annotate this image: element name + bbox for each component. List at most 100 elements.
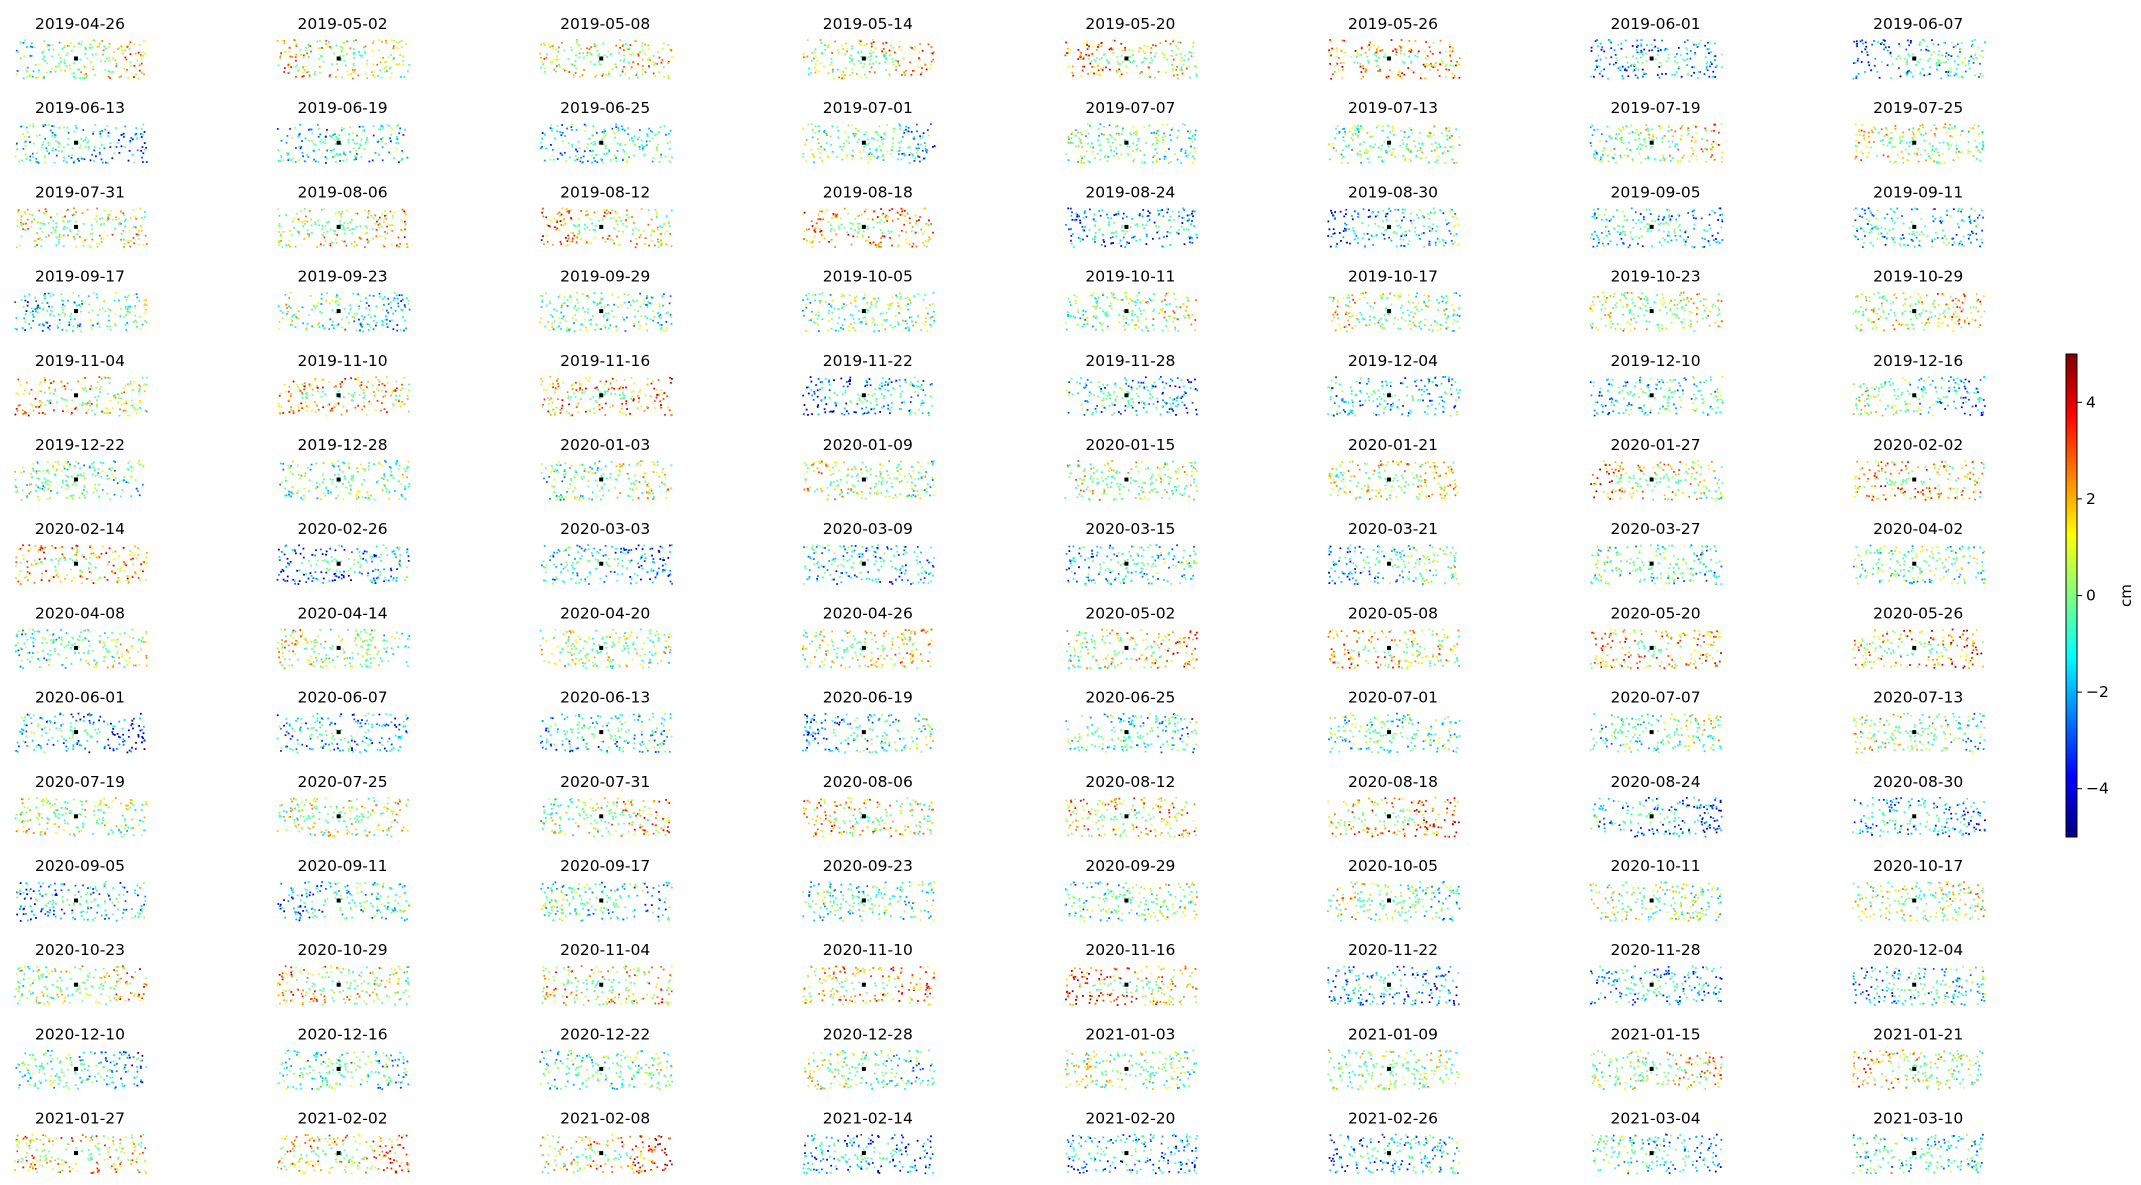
scatter-point bbox=[1624, 69, 1626, 71]
scatter-point bbox=[904, 128, 907, 131]
scatter-point bbox=[134, 306, 137, 309]
scatter-point bbox=[1940, 221, 1943, 224]
panel-scatter-points bbox=[276, 39, 411, 80]
scatter-point bbox=[1087, 123, 1089, 126]
scatter-point bbox=[808, 67, 810, 70]
scatter-point bbox=[578, 56, 581, 59]
scatter-point bbox=[81, 303, 83, 305]
scatter-point bbox=[1153, 131, 1155, 134]
scatter-point bbox=[381, 324, 384, 326]
scatter-point bbox=[388, 151, 390, 154]
scatter-point bbox=[364, 225, 367, 228]
scatter-point bbox=[1645, 124, 1648, 126]
scatter-point bbox=[1708, 241, 1710, 244]
scatter-point bbox=[58, 241, 60, 244]
scatter-point bbox=[836, 216, 839, 219]
scatter-point bbox=[352, 315, 355, 318]
scatter-point bbox=[1394, 48, 1397, 51]
scatter-point bbox=[335, 296, 338, 298]
scatter-point bbox=[1116, 125, 1119, 127]
scatter-point bbox=[328, 302, 331, 305]
scatter-point bbox=[611, 127, 614, 130]
scatter-point bbox=[1961, 243, 1963, 246]
scatter-point bbox=[1357, 128, 1360, 130]
scatter-point bbox=[810, 59, 813, 62]
scatter-point bbox=[395, 63, 398, 66]
scatter-point bbox=[22, 77, 25, 80]
scatter-point bbox=[16, 70, 19, 72]
scatter-point bbox=[1653, 158, 1656, 161]
scatter-point bbox=[383, 295, 386, 298]
scatter-point bbox=[1959, 133, 1962, 136]
scatter-point bbox=[1852, 225, 1855, 227]
scatter-point bbox=[1916, 153, 1919, 156]
scatter-point bbox=[869, 152, 871, 154]
scatter-point bbox=[1920, 49, 1923, 51]
panel-scatter-points bbox=[1327, 207, 1460, 248]
scatter-point bbox=[618, 216, 621, 219]
scatter-point bbox=[1188, 237, 1191, 240]
scatter-point bbox=[75, 211, 77, 213]
scatter-point bbox=[143, 142, 146, 144]
scatter-point bbox=[319, 71, 321, 74]
scatter-point bbox=[42, 307, 45, 310]
scatter-point bbox=[405, 297, 408, 299]
scatter-point bbox=[932, 58, 935, 61]
scatter-point bbox=[1428, 161, 1430, 164]
scatter-point bbox=[1327, 235, 1330, 237]
scatter-point bbox=[1618, 133, 1620, 135]
scatter-point bbox=[359, 143, 361, 146]
scatter-point bbox=[612, 216, 615, 219]
scatter-point bbox=[850, 154, 853, 157]
scatter-point bbox=[1658, 223, 1661, 226]
scatter-point bbox=[139, 53, 142, 56]
scatter-point bbox=[1450, 60, 1453, 62]
scatter-point bbox=[1605, 56, 1607, 59]
scatter-point bbox=[44, 161, 47, 164]
scatter-point bbox=[360, 322, 362, 325]
scatter-point bbox=[1880, 226, 1883, 229]
scatter-point bbox=[1593, 129, 1596, 131]
scatter-point bbox=[1332, 147, 1335, 149]
scatter-point bbox=[135, 233, 138, 235]
scatter-point bbox=[1189, 236, 1192, 239]
scatter-point bbox=[89, 233, 92, 235]
scatter-point bbox=[56, 213, 59, 216]
scatter-point bbox=[62, 160, 65, 162]
scatter-point bbox=[611, 209, 613, 212]
scatter-point bbox=[1423, 216, 1425, 219]
scatter-point bbox=[1127, 55, 1130, 58]
scatter-point bbox=[80, 330, 82, 333]
scatter-point bbox=[1858, 215, 1861, 217]
scatter-point bbox=[1595, 64, 1598, 67]
scatter-point bbox=[1395, 48, 1398, 51]
scatter-point bbox=[840, 223, 843, 226]
scatter-point bbox=[107, 314, 110, 317]
scatter-point bbox=[133, 64, 136, 67]
scatter-point bbox=[110, 210, 112, 212]
scatter-point bbox=[659, 155, 662, 158]
scatter-point bbox=[914, 220, 917, 223]
scatter-point bbox=[1931, 145, 1934, 147]
scatter-point bbox=[1342, 155, 1345, 158]
scatter-point bbox=[1870, 212, 1873, 214]
scatter-point bbox=[1961, 61, 1964, 64]
scatter-point bbox=[1410, 212, 1412, 215]
scatter-point bbox=[1169, 42, 1172, 45]
scatter-point bbox=[567, 237, 570, 240]
scatter-point bbox=[98, 42, 101, 45]
scatter-point bbox=[1908, 141, 1911, 144]
scatter-point bbox=[39, 227, 42, 230]
scatter-point bbox=[343, 240, 346, 243]
scatter-point bbox=[135, 293, 138, 295]
scatter-point bbox=[126, 308, 129, 310]
scatter-point bbox=[1364, 70, 1367, 73]
scatter-point bbox=[1643, 48, 1646, 51]
scatter-point bbox=[819, 218, 822, 221]
scatter-point bbox=[1591, 134, 1594, 136]
scatter-point bbox=[873, 131, 876, 133]
scatter-point bbox=[1927, 60, 1930, 62]
scatter-point bbox=[295, 212, 298, 215]
scatter-point bbox=[570, 218, 573, 221]
scatter-point bbox=[1890, 217, 1893, 220]
